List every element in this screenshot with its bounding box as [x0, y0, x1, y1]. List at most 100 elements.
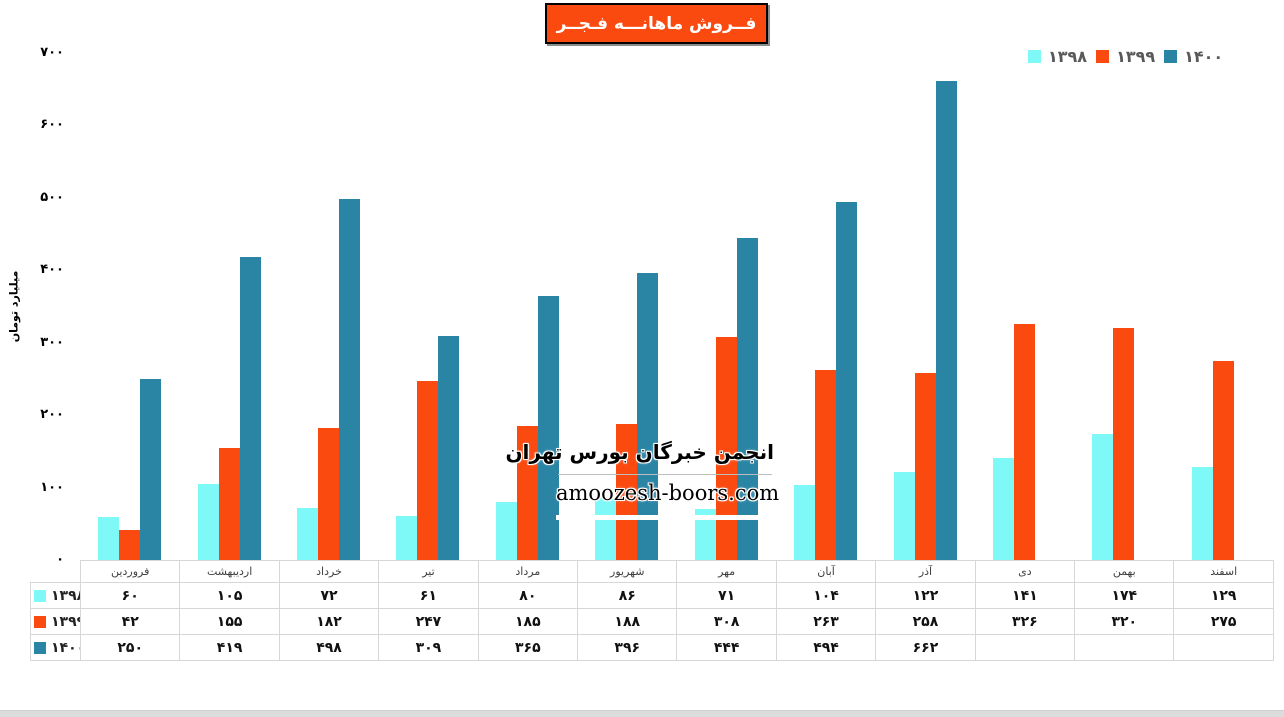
- table-row-۱۴۰۰: ۱۴۰۰۲۵۰۴۱۹۴۹۸۳۰۹۳۶۵۳۹۶۴۴۴۴۹۴۶۶۲: [30, 634, 1274, 661]
- value-cell: ۳۰۸: [676, 608, 777, 635]
- bar-۱۳۹۹-خرداد: [318, 428, 340, 560]
- series-swatch-icon: [34, 615, 46, 628]
- bar-۱۳۹۸-دی: [992, 457, 1014, 560]
- legend-swatch-icon: [1096, 49, 1110, 63]
- y-axis-tick-label: ۴۰۰: [40, 262, 64, 278]
- watermark-url: amoozesh-boors.com: [556, 481, 780, 505]
- bar-۱۴۰۰-فروردین: [140, 378, 162, 560]
- bar-۱۴۰۰-تیر: [438, 336, 460, 560]
- bar-۱۴۰۰-مرداد: [537, 295, 559, 560]
- data-table-body: فروردین اردیبهشت خرداد تیر مرداد شهریور مهر آبا…: [30, 560, 1274, 661]
- watermark-white-line: [556, 515, 774, 520]
- table-row-۱۳۹۸: ۱۳۹۸۶۰۱۰۵۷۲۶۱۸۰۸۶۷۱۱۰۴۱۲۲۱۴۱۱۷۴۱۲۹: [30, 582, 1274, 609]
- value-cell: ۴۲: [79, 608, 181, 635]
- value-cell: ۷۱: [676, 582, 777, 609]
- y-axis-tick-label: ۶۰۰: [40, 117, 64, 133]
- legend-label: ۱۳۹۸: [1048, 46, 1088, 66]
- bar-۱۴۰۰-خرداد: [339, 199, 361, 560]
- bar-۱۳۹۹-فروردین: [119, 529, 141, 560]
- bar-۱۳۹۹-آذر: [914, 373, 936, 560]
- value-cell: ۴۹۸: [278, 634, 380, 661]
- y-axis-tick-label: ۷۰۰: [40, 45, 64, 60]
- series-swatch-icon: [34, 589, 46, 602]
- bar-۱۳۹۸-آبان: [794, 484, 816, 560]
- watermark-divider: [558, 474, 772, 475]
- value-cell: ۸۶: [577, 582, 678, 609]
- bar-۱۳۹۹-مهر: [715, 336, 737, 560]
- value-cell: ۱۷۴: [1074, 582, 1175, 609]
- chart-title: فــروش ماهانـــه فـجــر: [556, 13, 757, 34]
- value-cell: ۱۲۲: [875, 582, 976, 609]
- bar-۱۳۹۹-بهمن: [1113, 328, 1135, 560]
- value-cell: ۱۵۵: [179, 608, 280, 635]
- y-axis-tick-label: ۲۰۰: [40, 407, 64, 423]
- bar-۱۳۹۸-فروردین: [98, 516, 120, 560]
- series-year-label: ۱۳۹۹: [51, 613, 80, 630]
- watermark: انجمن خبرگان بورس تهران amoozesh-boors.c…: [505, 440, 780, 520]
- value-cell: ۱۴۱: [974, 582, 1076, 609]
- value-cell: ۳۹۶: [577, 634, 678, 661]
- value-cell: ۷۲: [278, 582, 380, 609]
- series-label-cell: ۱۴۰۰: [30, 634, 81, 661]
- month-header-cell: مهر: [676, 560, 777, 583]
- series-year-label: ۱۴۰۰: [51, 639, 80, 656]
- month-header-cell: تیر: [378, 560, 479, 583]
- y-axis-tick-label: ۰: [56, 552, 64, 567]
- month-header-cell: شهریور: [577, 560, 678, 583]
- value-cell: ۴۹۴: [775, 634, 877, 661]
- horizontal-scrollbar[interactable]: [0, 710, 1284, 717]
- month-header-cell: فروردین: [79, 560, 181, 583]
- value-cell: ۶۶۲: [875, 634, 976, 661]
- bar-۱۳۹۹-اسفند: [1212, 360, 1234, 560]
- value-cell: ۳۶۵: [477, 634, 579, 661]
- value-cell: ۳۲۰: [1074, 608, 1175, 635]
- series-label-cell: ۱۳۹۸: [30, 582, 81, 609]
- bar-۱۴۰۰-آذر: [935, 80, 957, 560]
- bar-۱۴۰۰-شهریور: [637, 273, 659, 560]
- value-cell: ۶۱: [378, 582, 479, 609]
- month-header-cell: اسفند: [1173, 560, 1274, 583]
- month-header-cell: بهمن: [1074, 560, 1175, 583]
- month-header-cell: اردیبهشت: [179, 560, 280, 583]
- bar-۱۳۹۸-شهریور: [595, 497, 617, 560]
- bar-۱۴۰۰-اردیبهشت: [239, 256, 261, 560]
- value-cell: ۱۰۴: [775, 582, 877, 609]
- data-table: فروردین اردیبهشت خرداد تیر مرداد شهریور مهر آبا…: [30, 560, 1274, 661]
- value-cell: ۴۴۴: [676, 634, 777, 661]
- chart-title-box: فــروش ماهانـــه فـجــر: [545, 3, 768, 44]
- bar-۱۳۹۹-دی: [1013, 323, 1035, 560]
- plot-area: ۷۰۰ ۶۰۰ ۵۰۰ ۴۰۰ ۳۰۰ ۲۰۰ ۱۰۰ ۰: [40, 45, 1234, 567]
- value-cell: ۶۰: [79, 582, 181, 609]
- value-cell: ۸۰: [477, 582, 579, 609]
- table-row-۱۳۹۹: ۱۳۹۹۴۲۱۵۵۱۸۲۲۴۷۱۸۵۱۸۸۳۰۸۲۶۳۲۵۸۳۲۶۳۲۰۲۷۵: [30, 608, 1274, 635]
- value-cell: ۳۲۶: [974, 608, 1076, 635]
- month-header-cell: خرداد: [278, 560, 380, 583]
- value-cell: ۳۰۹: [378, 634, 479, 661]
- value-cell: ۲۵۸: [875, 608, 976, 635]
- bar-۱۳۹۸-خرداد: [297, 507, 319, 560]
- legend-item: ۱۴۰۰: [1164, 47, 1223, 66]
- watermark-title: انجمن خبرگان بورس تهران: [505, 440, 774, 464]
- month-header-cell: آبان: [775, 560, 877, 583]
- value-cell: ۱۲۹: [1173, 582, 1274, 609]
- value-cell: ۱۸۲: [278, 608, 380, 635]
- bar-۱۳۹۸-مهر: [694, 508, 716, 560]
- bar-۱۳۹۸-اردیبهشت: [197, 483, 219, 560]
- bar-۱۳۹۸-بهمن: [1092, 433, 1114, 560]
- bar-۱۴۰۰-مهر: [736, 238, 758, 560]
- legend-label: ۱۴۰۰: [1184, 46, 1224, 66]
- month-header-cell: مرداد: [477, 560, 579, 583]
- bar-۱۳۹۸-مرداد: [495, 502, 517, 560]
- value-cell: [1074, 634, 1175, 661]
- bar-۱۳۹۸-تیر: [396, 515, 418, 560]
- table-months-header-row: فروردین اردیبهشت خرداد تیر مرداد شهریور مهر آبا…: [31, 560, 1274, 583]
- series-swatch-icon: [34, 641, 46, 654]
- bar-۱۳۹۹-تیر: [417, 381, 439, 560]
- bar-۱۴۰۰-آبان: [836, 202, 858, 560]
- value-cell: ۲۷۵: [1173, 608, 1274, 635]
- value-cell: ۱۸۵: [477, 608, 579, 635]
- bar-۱۳۹۹-اردیبهشت: [218, 447, 240, 560]
- y-axis-tick-label: ۵۰۰: [40, 189, 64, 205]
- legend-swatch-icon: [1028, 49, 1041, 63]
